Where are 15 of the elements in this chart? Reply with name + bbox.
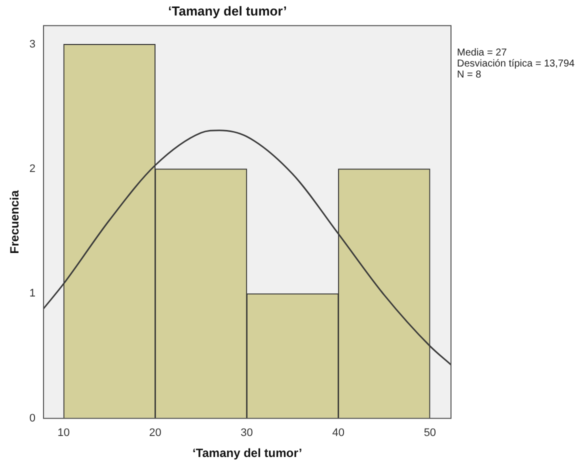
x-tick-label: 50 — [424, 427, 436, 440]
y-tick-label: 2 — [29, 163, 36, 176]
y-axis-title: Frecuencia — [8, 190, 22, 254]
text: Media = 27 — [457, 47, 508, 58]
x-tick-label: 30 — [240, 427, 253, 440]
chart-title: ‘Tamany del tumor’ — [168, 3, 287, 18]
y-tick-label: 1 — [29, 288, 36, 300]
x-tick-label: 10 — [58, 427, 70, 440]
text: N = 8 — [457, 69, 482, 80]
text: Desviación típica = 13,794 — [457, 58, 576, 70]
x-tick-label: 20 — [149, 427, 162, 440]
y-tick-label: 3 — [29, 38, 36, 50]
x-axis-title: ‘Tamany del tumor’ — [192, 446, 302, 460]
y-tick-label: 0 — [29, 412, 36, 424]
x-tick-label: 40 — [332, 427, 344, 440]
